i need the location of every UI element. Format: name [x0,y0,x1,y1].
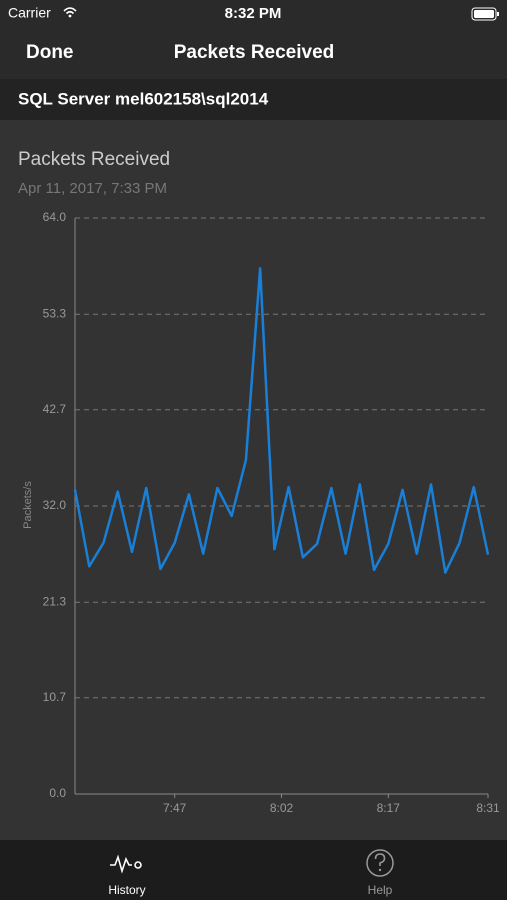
clock: 8:32 PM [225,5,282,22]
tab-label: Help [368,883,393,897]
chart-subtitle: Apr 11, 2017, 7:33 PM [18,180,167,197]
series-line [73,267,490,574]
x-tick-label: 8:31 [476,801,500,815]
history-tab[interactable]: History [108,854,146,897]
help-icon-dot [378,868,382,872]
x-tick-label: 7:47 [163,801,187,815]
server-name: SQL Server mel602158\sql2014 [18,89,269,108]
plot: 0.0 10.7 21.3 32.0 42.7 53.3 64.0 7:47 8:02 8:17 8… [43,210,500,815]
y-tick-label: 10.7 [43,690,67,704]
help-icon [366,849,394,877]
chart-panel [0,120,507,840]
y-tick-label: 0.0 [49,786,66,800]
y-tick-label: 64.0 [43,210,67,224]
history-icon [110,854,132,874]
done-button[interactable]: Done [26,42,74,63]
status-bar [0,0,507,28]
battery-tip [497,12,499,16]
history-icon-dot [134,861,142,869]
wifi-dot [68,14,72,18]
tab-label: History [108,883,145,897]
wifi-icon [63,7,77,15]
server-header [0,79,507,120]
x-tick-label: 8:17 [377,801,401,815]
x-tick-label: 8:02 [270,801,294,815]
tab-bar [0,840,507,900]
y-tick-label: 32.0 [43,498,67,512]
carrier: Carrier [8,5,51,21]
y-tick-label: 53.3 [43,306,67,320]
battery-level [474,10,494,18]
y-tick-label: 21.3 [43,594,67,608]
y-tick-label: 42.7 [43,402,67,416]
nav-title: Packets Received [174,42,335,63]
battery [471,7,497,21]
chart-title: Packets Received [18,149,170,170]
nav-bar [0,28,507,79]
help-icon-mark [374,853,386,866]
help-tab[interactable]: Help [366,849,394,897]
y-axis-label: Packets/s [22,481,34,529]
